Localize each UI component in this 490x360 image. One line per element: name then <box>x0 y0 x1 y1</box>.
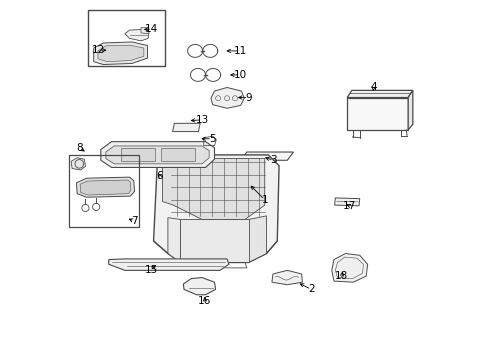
Polygon shape <box>94 42 147 64</box>
Polygon shape <box>248 216 267 262</box>
Text: 2: 2 <box>308 284 315 294</box>
Text: 3: 3 <box>270 155 277 165</box>
Polygon shape <box>168 218 180 262</box>
Polygon shape <box>76 177 135 197</box>
Polygon shape <box>106 146 209 164</box>
Text: 18: 18 <box>335 271 348 281</box>
Polygon shape <box>80 180 131 195</box>
Polygon shape <box>101 141 215 167</box>
Polygon shape <box>241 152 294 160</box>
Text: 13: 13 <box>196 115 209 125</box>
Text: 16: 16 <box>198 296 212 306</box>
Polygon shape <box>180 220 248 262</box>
Polygon shape <box>183 278 216 295</box>
Polygon shape <box>332 253 368 282</box>
Text: 1: 1 <box>261 195 268 205</box>
Text: 6: 6 <box>157 171 163 181</box>
Polygon shape <box>335 198 360 206</box>
Text: 4: 4 <box>370 82 377 92</box>
Text: 8: 8 <box>76 143 83 153</box>
Text: 15: 15 <box>145 265 158 275</box>
Text: 12: 12 <box>92 45 105 55</box>
Polygon shape <box>272 270 302 285</box>
Polygon shape <box>125 30 149 41</box>
Text: 10: 10 <box>234 70 247 80</box>
Polygon shape <box>347 90 413 98</box>
Text: 17: 17 <box>343 201 356 211</box>
Text: 14: 14 <box>145 24 158 35</box>
Text: 9: 9 <box>245 93 252 103</box>
Text: 5: 5 <box>209 134 215 144</box>
Polygon shape <box>141 28 149 34</box>
Polygon shape <box>109 259 229 270</box>
Polygon shape <box>347 98 408 130</box>
Polygon shape <box>98 45 144 62</box>
Polygon shape <box>163 158 265 220</box>
Text: 11: 11 <box>234 46 247 56</box>
Bar <box>88 10 165 66</box>
Polygon shape <box>122 148 155 161</box>
Polygon shape <box>161 148 195 161</box>
Polygon shape <box>408 90 413 130</box>
Text: 7: 7 <box>131 216 138 226</box>
Polygon shape <box>153 155 279 262</box>
Bar <box>69 155 139 226</box>
Polygon shape <box>71 158 85 170</box>
Polygon shape <box>172 123 200 132</box>
Polygon shape <box>211 87 245 108</box>
